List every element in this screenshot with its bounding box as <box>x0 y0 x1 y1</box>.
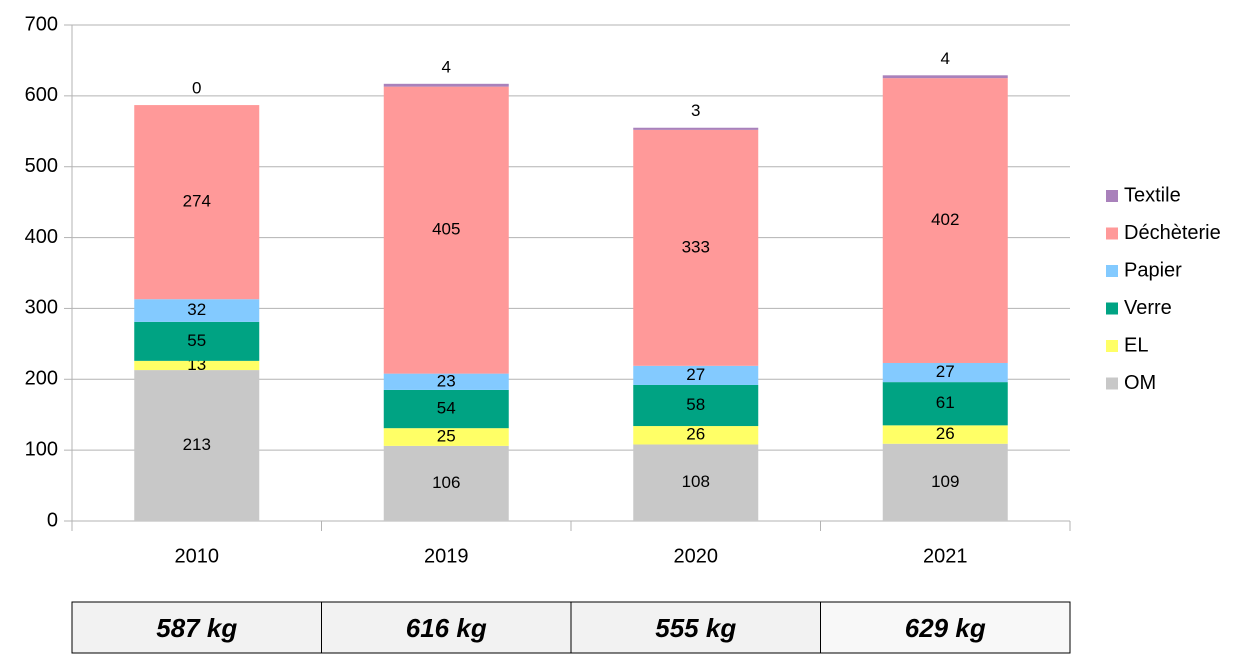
data-label: 333 <box>682 237 710 256</box>
data-label: 0 <box>192 79 201 98</box>
data-label: 61 <box>936 393 955 412</box>
bar-segment <box>383 83 509 87</box>
bar-segment <box>134 321 260 361</box>
data-label: 3 <box>691 101 700 120</box>
bar-segment <box>633 384 759 427</box>
y-tick-label: 400 <box>25 226 58 248</box>
y-tick-label: 600 <box>25 84 58 106</box>
bar-segment <box>383 389 509 429</box>
data-label: 27 <box>936 362 955 381</box>
bar-segment <box>633 444 759 521</box>
y-tick-label: 100 <box>25 438 58 460</box>
bar-segment <box>633 365 759 385</box>
bar-segment <box>882 78 1008 363</box>
legend-label: OM <box>1124 372 1156 394</box>
data-label: 274 <box>183 192 211 211</box>
bar-segment <box>882 75 1008 79</box>
data-label: 405 <box>432 220 460 239</box>
bar-segment <box>882 425 1008 444</box>
bar-segment <box>134 299 260 322</box>
table-text: 587 kg <box>156 613 237 643</box>
legend-swatch <box>1106 190 1118 202</box>
data-label: 108 <box>682 472 710 491</box>
bar-segment <box>134 360 260 371</box>
table-text: 616 kg <box>406 613 487 643</box>
legend-label: Textile <box>1124 184 1181 206</box>
bar-segment <box>882 443 1008 521</box>
x-tick-label: 2021 <box>923 545 968 567</box>
bar-segment <box>882 362 1008 383</box>
data-label: 4 <box>442 57 451 76</box>
table-text: 629 kg <box>905 613 986 643</box>
bar-segment <box>383 373 509 390</box>
data-label: 106 <box>432 473 460 492</box>
table-cell <box>820 601 1071 654</box>
data-label: 23 <box>437 371 456 390</box>
legend-label: EL <box>1124 334 1148 356</box>
data-label: 213 <box>183 435 211 454</box>
legend-label: Papier <box>1124 259 1182 281</box>
table-text: 555 kg <box>655 613 736 643</box>
x-tick-label: 2010 <box>175 545 220 567</box>
bar-segment <box>882 382 1008 426</box>
legend-swatch <box>1106 302 1118 315</box>
bar-segment <box>633 129 759 366</box>
data-label: 26 <box>936 424 955 443</box>
y-tick-label: 200 <box>25 368 58 390</box>
bar-segment <box>383 428 509 446</box>
y-tick-label: 700 <box>25 13 58 35</box>
y-tick-label: 500 <box>25 155 58 177</box>
table-cell <box>71 601 322 654</box>
data-label: 4 <box>941 49 950 68</box>
data-label: 402 <box>931 210 959 229</box>
data-label: 25 <box>437 427 456 446</box>
x-tick-label: 2019 <box>424 545 469 567</box>
legend-swatch <box>1106 340 1118 352</box>
legend-swatch <box>1106 227 1118 240</box>
bar-segment <box>383 445 509 521</box>
data-label: 27 <box>686 365 705 384</box>
legend-label: Verre <box>1124 297 1172 319</box>
legend-swatch <box>1106 265 1118 277</box>
bar-segment <box>134 105 260 300</box>
data-label: 32 <box>187 300 206 319</box>
bar-segment <box>633 127 759 130</box>
table-cell <box>570 601 821 654</box>
legend-label: Déchèterie <box>1124 222 1221 244</box>
bar-segment <box>134 370 260 521</box>
data-label: 55 <box>187 331 206 350</box>
data-label: 54 <box>437 399 456 418</box>
legend-swatch <box>1106 377 1118 390</box>
y-tick-label: 300 <box>25 297 58 319</box>
data-label: 26 <box>686 425 705 444</box>
data-label: 109 <box>931 472 959 491</box>
table-cell <box>321 601 572 654</box>
y-tick-label: 0 <box>47 509 58 531</box>
bar-segment <box>633 426 759 445</box>
x-tick-label: 2020 <box>674 545 719 567</box>
bar-segment <box>383 86 509 374</box>
data-label: 58 <box>686 395 705 414</box>
